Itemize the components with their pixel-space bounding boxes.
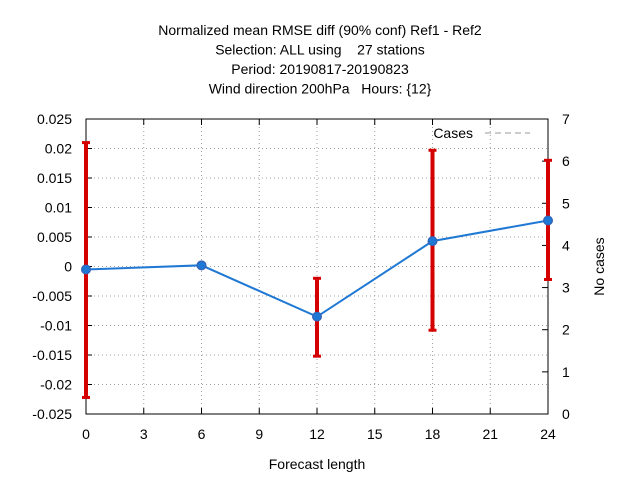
y2-tick-label: 2: [562, 322, 570, 338]
x-tick-label: 24: [540, 426, 556, 442]
data-points: [81, 215, 553, 322]
x-tick-label: 0: [82, 426, 90, 442]
data-point: [427, 236, 438, 247]
x-tick-label: 3: [140, 426, 148, 442]
y2-axis-label: No cases: [591, 237, 607, 295]
y2-tick-label: 1: [562, 364, 570, 380]
y-tick-label: -0.01: [40, 318, 72, 334]
chart-title-line-1: Normalized mean RMSE diff (90% conf) Ref…: [158, 22, 482, 38]
y-tick-label: 0.025: [37, 111, 72, 127]
x-tick-label: 21: [482, 426, 498, 442]
y2-tick-label: 7: [562, 111, 570, 127]
y-tick-label: -0.025: [32, 406, 72, 422]
y2-tick-label: 3: [562, 280, 570, 296]
y-tick-label: -0.015: [32, 347, 72, 363]
data-point: [543, 215, 553, 226]
y2-tick-label: 6: [562, 153, 570, 169]
chart-title-line-3: Period: 20190817-20190823: [231, 61, 409, 77]
x-axis-label: Forecast length: [269, 456, 366, 472]
y-tick-label: 0: [64, 259, 72, 275]
y-tick-label: 0.015: [37, 170, 72, 186]
legend-label-cases: Cases: [433, 125, 473, 141]
y2-tick-label: 0: [562, 406, 570, 422]
data-point: [312, 311, 322, 322]
x-tick-label: 9: [255, 426, 263, 442]
x-tick-label: 12: [309, 426, 325, 442]
x-tick-label: 6: [198, 426, 206, 442]
y-tick-label: 0.01: [45, 200, 72, 216]
chart-title: Normalized mean RMSE diff (90% conf) Ref…: [158, 22, 482, 97]
y-tick-label: 0.005: [37, 229, 72, 245]
data-point: [81, 264, 91, 275]
chart-title-line-4: Wind direction 200hPa Hours: {12}: [209, 81, 432, 97]
y-tick-label: -0.005: [32, 288, 72, 304]
y-tick-label: -0.02: [40, 377, 72, 393]
data-point: [196, 260, 207, 271]
legend: Cases: [433, 125, 530, 141]
y2-tick-label: 4: [562, 237, 570, 253]
x-tick-labels: 0 3 6 9 12 15 18 21 24: [82, 426, 556, 442]
grid: [86, 119, 548, 414]
y2-tick-labels: 0 1 2 3 4 5 6 7: [562, 111, 570, 422]
chart-title-line-2: Selection: ALL using 27 stations: [215, 42, 425, 58]
y2-tick-label: 5: [562, 195, 570, 211]
y-tick-labels: -0.025 -0.02 -0.015 -0.01 -0.005 0 0.005 0.01 0.…: [32, 111, 72, 422]
axis-ticks: [85, 118, 549, 415]
x-tick-label: 15: [367, 426, 383, 442]
y-tick-label: 0.02: [45, 141, 72, 157]
x-tick-label: 18: [425, 426, 441, 442]
